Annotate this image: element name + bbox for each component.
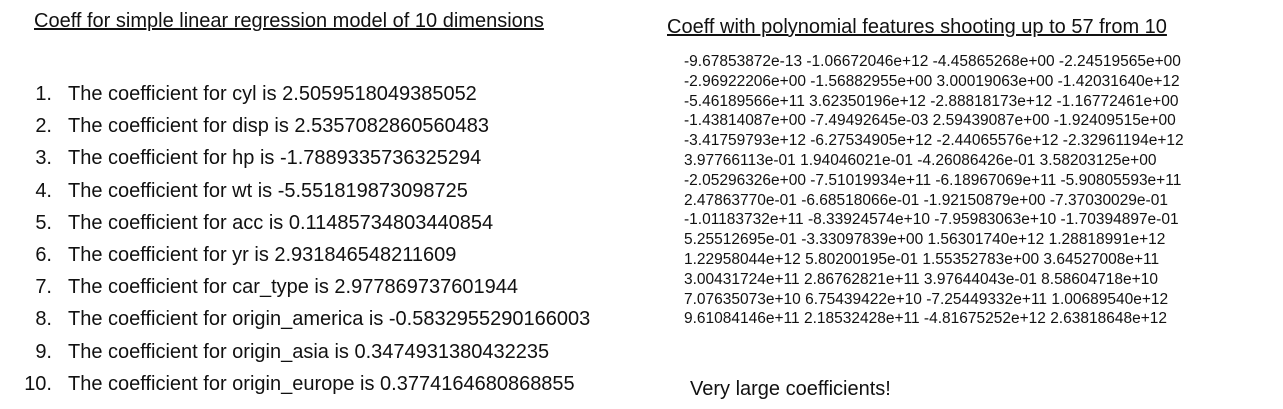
list-item: 1. The coefficient for cyl is 2.505951804… [14,78,590,110]
coeff-line: 2.47863770e-01 -6.68518066e-01 -1.921508… [684,191,1168,209]
list-item: 7. The coefficient for car_type is 2.9778… [14,271,590,303]
item-number: 9. [35,340,52,363]
coeff-line: 9.61084146e+11 2.18532428e+11 -4.8167525… [684,310,1167,328]
poly-coeff-block: -9.67853872e-13 -1.06672046e+12 -4.45865… [684,52,1184,329]
list-item: 2. The coefficient for disp is 2.53570828… [14,110,590,142]
list-item: 6. The coefficient for yr is 2.9318465482… [14,239,590,271]
coeff-line: 5.25512695e-01 -3.33097839e+00 1.5630174… [684,231,1166,249]
item-number: 1. [35,83,52,105]
item-text: The coefficient for origin_europe is 0.3… [68,372,575,395]
coeff-line: 1.22958044e+12 5.80200195e-01 1.55352783… [684,250,1160,268]
list-item: 9. The coefficient for origin_asia is 0.3… [14,336,590,368]
item-number: 7. [35,276,52,299]
coeff-line: -1.43814087e+00 -7.49492645e-03 2.594390… [684,112,1176,130]
coeff-line: 3.97766113e-01 1.94046021e-01 -4.2608642… [684,151,1157,169]
item-text: The coefficient for origin_asia is 0.347… [68,340,550,363]
item-text: The coefficient for car_type is 2.977869… [68,276,518,299]
coeff-line: -5.46189566e+11 3.62350196e+12 -2.888181… [684,92,1179,110]
list-item: 5. The coefficient for acc is 0.114857348… [14,207,590,239]
linear-coeff-list: 1. The coefficient for cyl is 2.505951804… [14,78,590,400]
item-text: The coefficient for wt is -5.55181987309… [68,179,468,202]
coeff-line: -2.05296326e+00 -7.51019934e+11 -6.18967… [684,171,1182,189]
item-number: 8. [35,308,52,331]
large-coeff-note: Very large coefficients! [690,378,891,400]
item-text: The coefficient for hp is -1.78893357363… [68,147,482,170]
item-text: The coefficient for disp is 2.5357082860… [68,115,490,138]
coeff-line: 3.00431724e+11 2.86762821e+11 3.97644043… [684,270,1158,288]
item-text: The coefficient for acc is 0.11485734803… [68,211,494,234]
coeff-line: -2.96922206e+00 -1.56882955e+00 3.000190… [684,72,1180,90]
coeff-line: -1.01183732e+11 -8.33924574e+10 -7.95983… [684,211,1179,229]
list-item: 8. The coefficient for origin_america is … [14,303,590,335]
item-text: The coefficient for origin_america is -0… [68,308,591,331]
list-item: 10. The coefficient for origin_europe is … [14,368,590,400]
coeff-line: 7.07635073e+10 6.75439422e+10 -7.2544933… [684,290,1169,308]
item-text: The coefficient for cyl is 2.50595180493… [68,83,477,105]
item-number: 4. [35,179,52,202]
item-number: 5. [35,211,52,234]
item-text: The coefficient for yr is 2.931846548211… [68,243,457,266]
list-item: 3. The coefficient for hp is -1.788933573… [14,142,590,174]
linear-coeff-title: Coeff for simple linear regression model… [34,10,544,32]
poly-coeff-title: Coeff with polynomial features shooting … [667,16,1167,38]
item-number: 6. [35,243,52,266]
coeff-line: -3.41759793e+12 -6.27534905e+12 -2.44065… [684,132,1184,150]
item-number: 3. [35,147,52,170]
item-number: 2. [35,115,52,138]
coeff-line: -9.67853872e-13 -1.06672046e+12 -4.45865… [684,53,1181,70]
item-number: 10. [24,372,52,395]
list-item: 4. The coefficient for wt is -5.551819873… [14,175,590,207]
